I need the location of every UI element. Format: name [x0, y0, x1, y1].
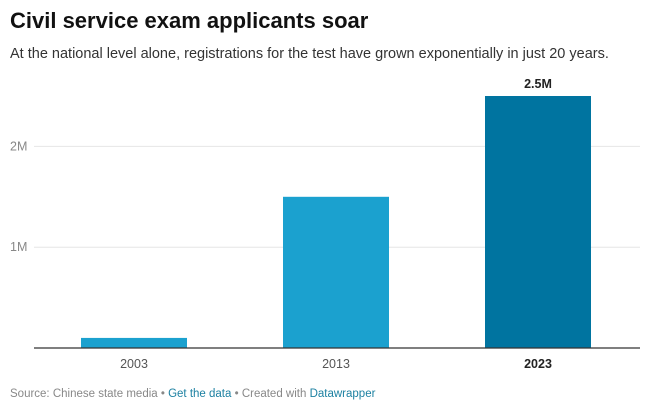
chart-footer: Source: Chinese state media • Get the da…: [10, 388, 375, 400]
datawrapper-link[interactable]: Datawrapper: [309, 388, 376, 400]
data-label: 2.5M: [524, 77, 552, 91]
bar-chart: 1M 2M 2003 2013 2023 2.5M: [10, 77, 640, 371]
created-with-text: Created with: [241, 388, 307, 400]
bar-2003: [81, 337, 187, 348]
footer-separator: •: [231, 388, 242, 400]
source-note: Source: Chinese state media: [10, 388, 158, 400]
get-data-link[interactable]: Get the data: [168, 388, 232, 400]
x-tick-label: 2013: [322, 357, 350, 371]
bar-2013: [283, 196, 389, 348]
chart-subtitle: At the national level alone, registratio…: [10, 46, 609, 62]
chart-title: Civil service exam applicants soar: [10, 8, 369, 33]
bar-2023: [485, 96, 591, 348]
x-tick-label: 2023: [524, 357, 552, 371]
y-tick-label: 2M: [10, 139, 27, 153]
y-tick-label: 1M: [10, 240, 27, 254]
footer-separator: •: [157, 388, 169, 400]
x-tick-label: 2003: [120, 357, 148, 371]
